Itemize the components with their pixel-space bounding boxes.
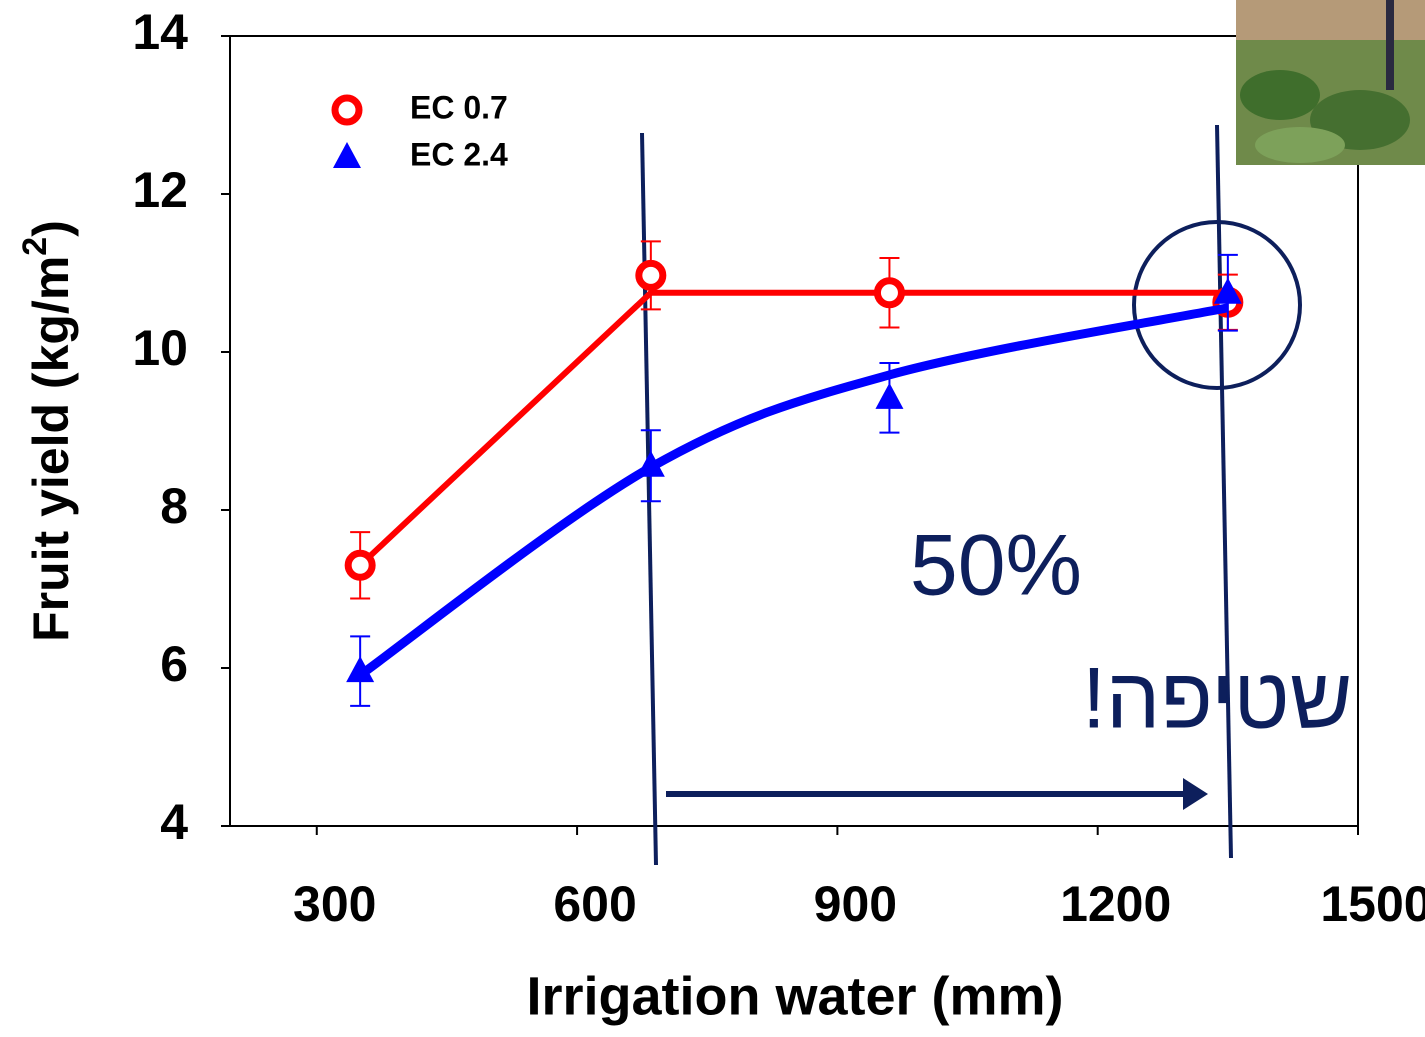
y-tick-label: 14 xyxy=(132,4,188,60)
legend-marker xyxy=(331,94,363,126)
fit-line xyxy=(358,289,1228,568)
marker xyxy=(635,259,667,291)
photo xyxy=(1236,0,1425,165)
x-axis-label: Irrigation water (mm) xyxy=(526,966,1063,1026)
y-tick-label: 10 xyxy=(132,320,188,376)
annotation: שטיפה! xyxy=(1082,651,1352,747)
x-tick-label: 1200 xyxy=(1060,876,1171,932)
annotation: 50% xyxy=(910,518,1082,614)
legend-label: EC 0.7 xyxy=(410,89,508,125)
y-tick-label: 8 xyxy=(160,478,188,534)
legend-marker xyxy=(333,142,361,168)
y-tick-label: 12 xyxy=(132,162,188,218)
marker-line xyxy=(640,132,658,866)
fit-line xyxy=(357,303,1229,679)
marker xyxy=(346,656,375,683)
marker xyxy=(344,549,376,581)
marker-line xyxy=(1215,124,1233,859)
x-tick-label: 300 xyxy=(293,876,376,932)
marker xyxy=(1213,277,1242,304)
marker xyxy=(873,277,905,309)
y-axis-label: Fruit yield (kg/m2) xyxy=(16,220,79,642)
x-tick-label: 900 xyxy=(814,876,897,932)
marker xyxy=(636,450,665,477)
legend-label: EC 2.4 xyxy=(410,136,508,172)
y-tick-label: 4 xyxy=(160,794,188,850)
plot-frame xyxy=(229,35,1359,827)
x-tick-label: 600 xyxy=(553,876,636,932)
marker xyxy=(875,382,904,409)
y-tick-label: 6 xyxy=(160,636,188,692)
arrow-head xyxy=(1183,778,1208,810)
x-tick-label: 1500 xyxy=(1320,876,1425,932)
highlight-circle xyxy=(1132,220,1302,390)
